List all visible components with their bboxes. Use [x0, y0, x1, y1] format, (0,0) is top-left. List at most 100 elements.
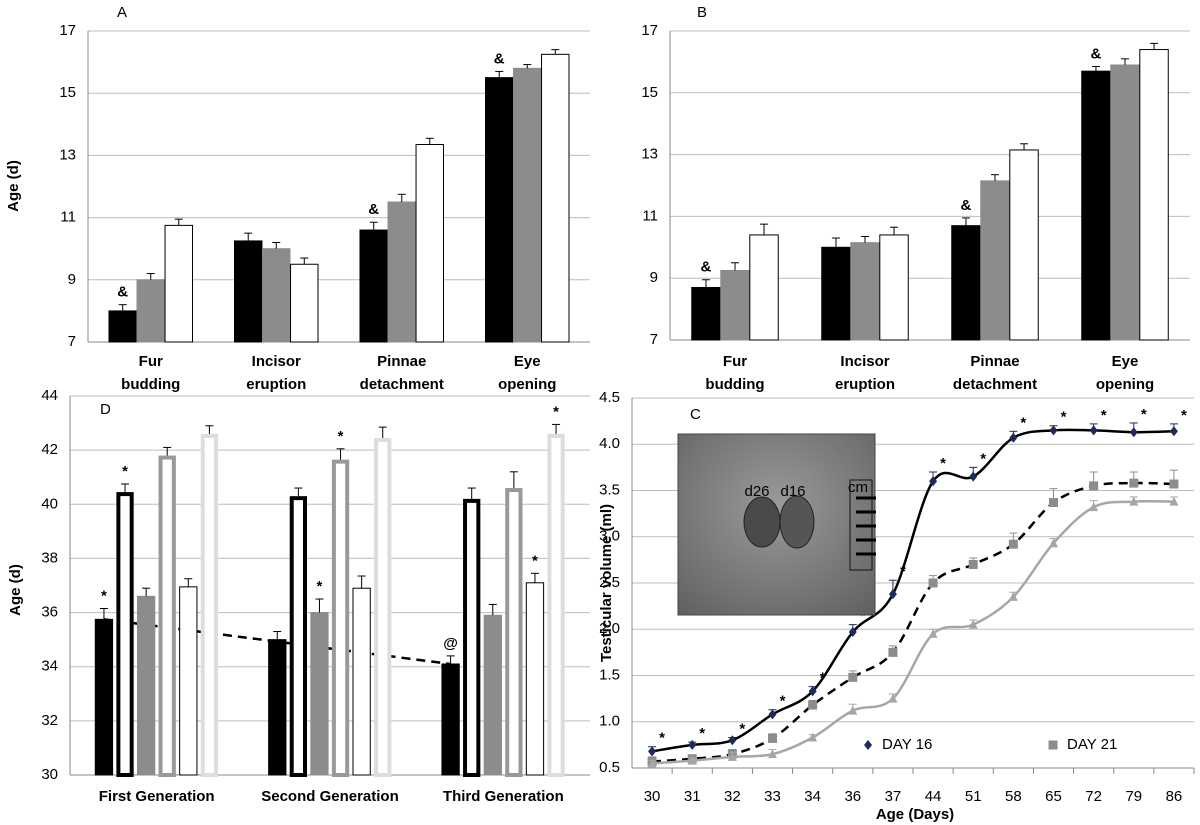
x-tick-label: 72	[1085, 788, 1102, 805]
y-tick-label: 44	[41, 387, 58, 404]
marker	[768, 733, 777, 743]
marker	[928, 628, 938, 638]
x-tick-label: 65	[1045, 788, 1062, 805]
marker	[808, 700, 818, 710]
bar	[289, 496, 308, 777]
significance-label: *	[820, 670, 826, 687]
y-tick-label: 3.5	[599, 481, 620, 498]
bar	[262, 248, 291, 343]
significance-label: &	[494, 50, 505, 67]
significance-label: *	[860, 608, 866, 625]
label-line: Eye	[1112, 353, 1139, 370]
bar	[136, 595, 156, 776]
y-tick-label: 42	[41, 441, 58, 458]
significance-label: *	[338, 428, 344, 445]
y-tick-label: 7	[68, 333, 76, 350]
significance-label: &	[117, 284, 128, 301]
y-tick-label: 32	[41, 712, 58, 729]
bar	[94, 618, 114, 776]
marker	[1169, 479, 1179, 489]
bar	[541, 53, 570, 343]
marker	[929, 476, 938, 487]
marker	[1169, 496, 1179, 506]
y-axis-label: Age (d)	[7, 564, 24, 616]
y-tick-label: 11	[642, 207, 658, 224]
bar	[513, 67, 542, 343]
label-line: eruption	[835, 376, 895, 393]
marker	[1129, 478, 1139, 488]
marker	[1008, 539, 1018, 549]
bar	[116, 492, 134, 777]
series-line	[651, 499, 1174, 765]
marker	[808, 732, 818, 742]
marker	[1089, 481, 1099, 491]
label-line: Fur	[723, 353, 747, 370]
x-tick-label: Eye opening	[498, 353, 556, 393]
y-tick-label: 1.0	[599, 713, 620, 730]
legend-label: DAY 21	[1067, 736, 1117, 753]
significance-label: @	[443, 635, 458, 652]
marker	[888, 647, 898, 657]
y-tick-label: 13	[641, 146, 658, 163]
label-line: budding	[121, 376, 180, 393]
significance-label: *	[699, 725, 705, 742]
trend-line	[103, 618, 451, 666]
marker	[888, 693, 898, 703]
label-line: Incisor	[252, 353, 301, 370]
bar	[980, 180, 1010, 341]
bar	[749, 234, 779, 341]
bar	[691, 286, 721, 341]
significance-label: *	[1141, 406, 1147, 423]
bar	[483, 614, 502, 776]
inset-label: cm	[848, 479, 868, 496]
bar	[374, 437, 392, 777]
label-line: Incisor	[840, 353, 889, 370]
x-tick-label: First Generation	[99, 788, 215, 805]
significance-label: *	[122, 463, 128, 480]
x-tick-label: 30	[644, 788, 661, 805]
label-line: budding	[705, 376, 764, 393]
significance-label: *	[101, 588, 107, 605]
marker	[1008, 591, 1018, 601]
y-tick-label: 9	[650, 269, 658, 286]
label-line: Pinnae	[970, 353, 1019, 370]
y-axis-label: Age (d)	[5, 160, 22, 212]
significance-label: *	[780, 693, 786, 710]
marker	[1049, 538, 1058, 548]
x-tick-label: Fur budding	[705, 353, 764, 393]
bar	[1139, 49, 1169, 341]
marker	[848, 627, 857, 638]
x-tick-label: Third Generation	[443, 788, 564, 805]
bar	[352, 587, 371, 776]
bar	[310, 612, 329, 776]
y-axis-label: Testicular volume (ml)	[598, 504, 615, 662]
y-tick-label: 1.5	[599, 666, 620, 683]
significance-label: *	[1020, 414, 1026, 431]
bar	[415, 144, 445, 343]
x-axis-label: Age (Days)	[876, 806, 954, 823]
bar	[108, 310, 137, 343]
marker	[888, 589, 897, 600]
marker	[1089, 502, 1099, 512]
y-tick-label: 0.5	[599, 759, 620, 776]
marker	[968, 560, 978, 569]
marker	[848, 705, 858, 715]
significance-label: &	[368, 201, 379, 218]
y-tick-label: 7	[650, 331, 658, 348]
marker	[848, 672, 858, 682]
x-tick-label: 86	[1166, 788, 1183, 805]
bar	[179, 586, 198, 776]
marker	[928, 578, 938, 588]
y-tick-label: 11	[60, 209, 76, 226]
bar	[720, 269, 750, 341]
significance-label: *	[317, 578, 323, 595]
bar	[268, 639, 287, 776]
x-tick-label: Second Generation	[261, 788, 399, 805]
significance-label: *	[1061, 409, 1067, 426]
marker	[808, 686, 817, 697]
x-tick-label: Pinnae detachment	[953, 353, 1037, 393]
y-tick-label: 13	[59, 146, 76, 163]
x-tick-label: 36	[844, 788, 861, 805]
